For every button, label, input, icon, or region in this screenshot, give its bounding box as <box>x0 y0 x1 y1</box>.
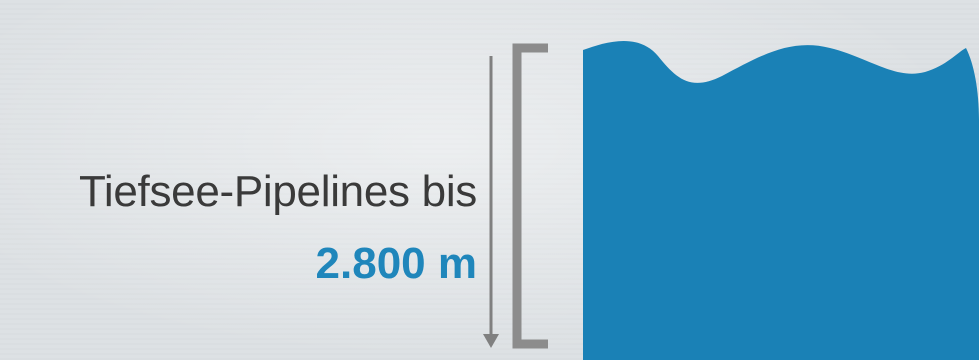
depth-bracket <box>512 43 548 349</box>
depth-arrow <box>483 56 499 348</box>
water-body <box>583 41 979 360</box>
depth-label-value: 2.800 m <box>315 239 477 288</box>
depth-label-prefix: Tiefsee-Pipelines bis <box>78 167 477 216</box>
depth-arrow-head <box>483 334 499 348</box>
